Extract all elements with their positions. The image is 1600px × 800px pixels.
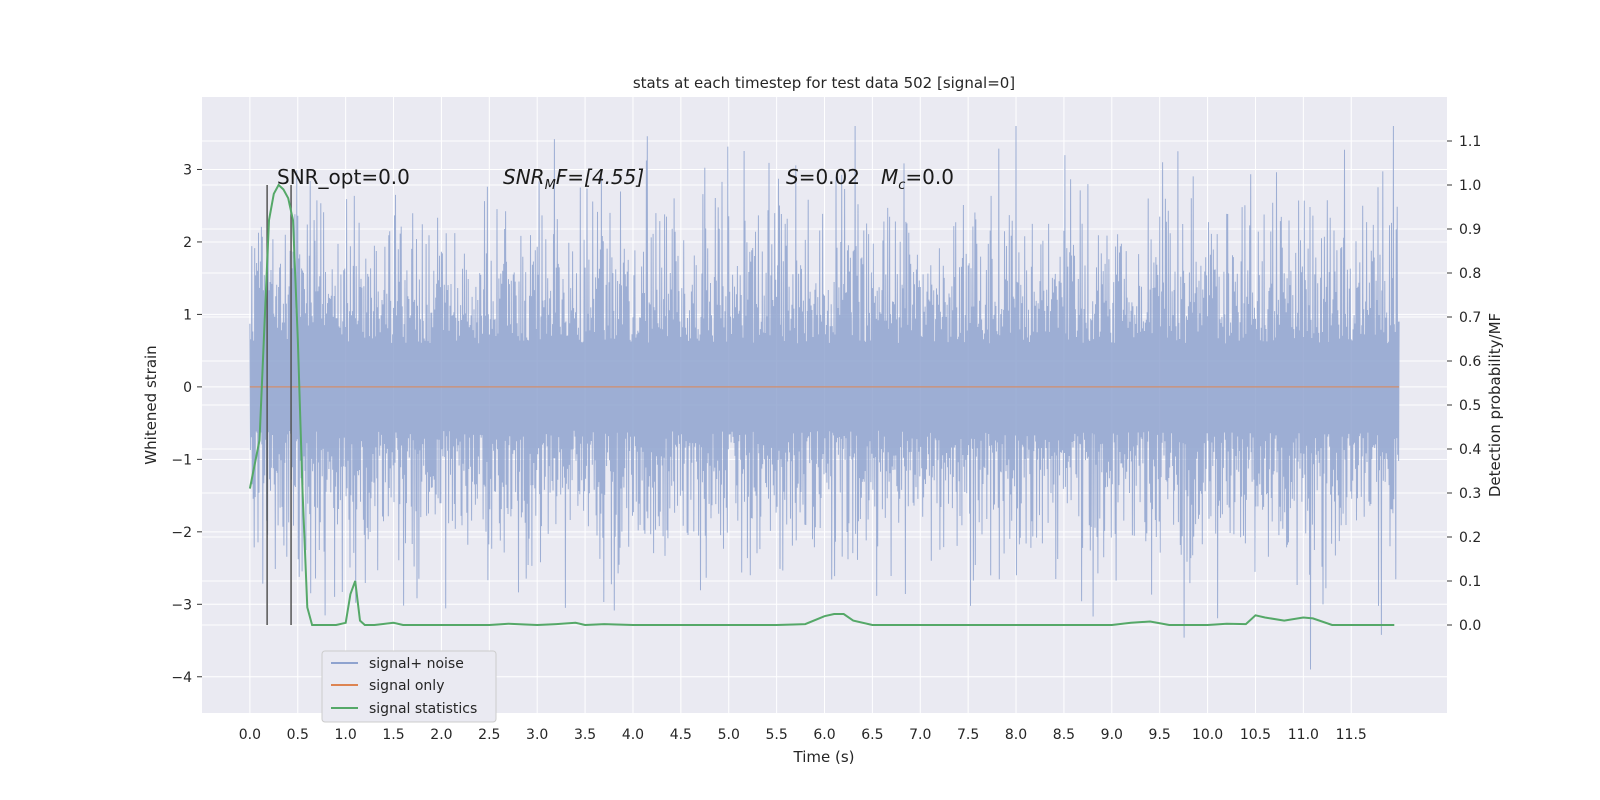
- snr-mf-rest: F=[4.55]: [556, 165, 644, 189]
- legend-label-signal: signal only: [369, 678, 444, 694]
- y-right-tick-label: 0.5: [1459, 398, 1481, 414]
- mc-sub: c: [898, 178, 905, 193]
- mc-rest: =0.0: [905, 165, 954, 189]
- x-tick-label: 4.0: [622, 727, 644, 743]
- y-right-tick-label: 0.8: [1459, 266, 1481, 282]
- x-tick-label: 6.0: [813, 727, 835, 743]
- y-tick-label: −2: [171, 525, 192, 541]
- x-tick-label: 7.5: [957, 727, 979, 743]
- x-tick-label: 5.5: [765, 727, 787, 743]
- s-rest: =0.02: [799, 165, 860, 189]
- x-tick-label: 1.0: [335, 727, 357, 743]
- y-right-tick-label: 0.0: [1459, 618, 1481, 634]
- x-tick-label: 3.5: [574, 727, 596, 743]
- x-axis-ticks: 0.0 0.5 1.0 1.5 2.0 2.5 3.0 3.5 4.0 4.5 5.0 5.5 6.0 6…: [239, 727, 1367, 743]
- snr-mf-sub: M: [545, 178, 556, 193]
- y-right-tick-label: 0.7: [1459, 310, 1481, 326]
- y-right-tick-label: 0.4: [1459, 442, 1481, 458]
- x-tick-label: 0.5: [287, 727, 309, 743]
- statistics-line: [248, 183, 1395, 627]
- x-tick-label: 9.5: [1149, 727, 1171, 743]
- y-tick-label: 0: [183, 380, 192, 396]
- y-tick-label: 3: [183, 162, 192, 178]
- y-right-tick-label: 0.3: [1459, 486, 1481, 502]
- mc-var: M: [881, 165, 898, 189]
- x-tick-label: 5.0: [718, 727, 740, 743]
- y-tick-label: −4: [171, 670, 192, 686]
- y-axis-ticks: −4 −3 −2 −1 0 1 2 3: [171, 162, 202, 686]
- legend: signal+ noise signal only signal statist…: [321, 650, 497, 723]
- x-tick-label: 8.0: [1005, 727, 1027, 743]
- signal-statistics-series: [248, 183, 1395, 627]
- x-axis-title: Time (s): [793, 748, 855, 766]
- x-tick-label: 0.0: [239, 727, 261, 743]
- x-tick-label: 2.0: [430, 727, 452, 743]
- x-tick-label: 8.5: [1053, 727, 1075, 743]
- x-tick-label: 1.5: [382, 727, 404, 743]
- y-right-tick-label: 1.0: [1459, 178, 1481, 194]
- y-tick-label: 2: [183, 235, 192, 251]
- annotation-s: S=0.02: [786, 165, 860, 189]
- x-tick-label: 11.0: [1288, 727, 1319, 743]
- annotation-snr-opt: SNR_opt=0.0: [277, 165, 410, 189]
- x-tick-label: 7.0: [909, 727, 931, 743]
- x-tick-label: 4.5: [670, 727, 692, 743]
- signal-noise-series: [249, 125, 1400, 670]
- legend-box: [321, 650, 497, 723]
- x-tick-label: 9.0: [1101, 727, 1123, 743]
- y-right-tick-label: 0.9: [1459, 222, 1481, 238]
- x-tick-label: 3.0: [526, 727, 548, 743]
- x-tick-label: 10.0: [1192, 727, 1223, 743]
- x-tick-label: 2.5: [478, 727, 500, 743]
- annotation-snr-mf: SNRMF=[4.55]: [503, 165, 644, 193]
- chart-title: stats at each timestep for test data 502…: [633, 74, 1015, 92]
- snr-mf-var: SNR: [503, 165, 545, 189]
- y-tick-label: −3: [171, 597, 192, 613]
- s-var: S: [786, 165, 799, 189]
- y-right-tick-label: 0.6: [1459, 354, 1481, 370]
- legend-label-noise: signal+ noise: [369, 656, 464, 672]
- x-tick-label: 10.5: [1240, 727, 1271, 743]
- y-axis-title: Whitened strain: [142, 345, 160, 464]
- y-tick-label: −1: [171, 452, 192, 468]
- x-tick-label: 6.5: [861, 727, 883, 743]
- y-right-tick-label: 0.2: [1459, 530, 1481, 546]
- noise-trace: [249, 125, 1400, 670]
- y-axis-right-title: Detection probability/MF: [1486, 313, 1504, 497]
- y-right-tick-label: 0.1: [1459, 574, 1481, 590]
- y-tick-label: 1: [183, 307, 192, 323]
- x-tick-label: 11.5: [1336, 727, 1367, 743]
- y-axis-right-ticks: 0.0 0.1 0.2 0.3 0.4 0.5 0.6 0.7 0.8 0.9 1.0 1.1: [1447, 134, 1481, 634]
- legend-label-stats: signal statistics: [369, 701, 477, 717]
- y-right-tick-label: 1.1: [1459, 134, 1481, 150]
- annotation-mc: Mc=0.0: [881, 165, 954, 193]
